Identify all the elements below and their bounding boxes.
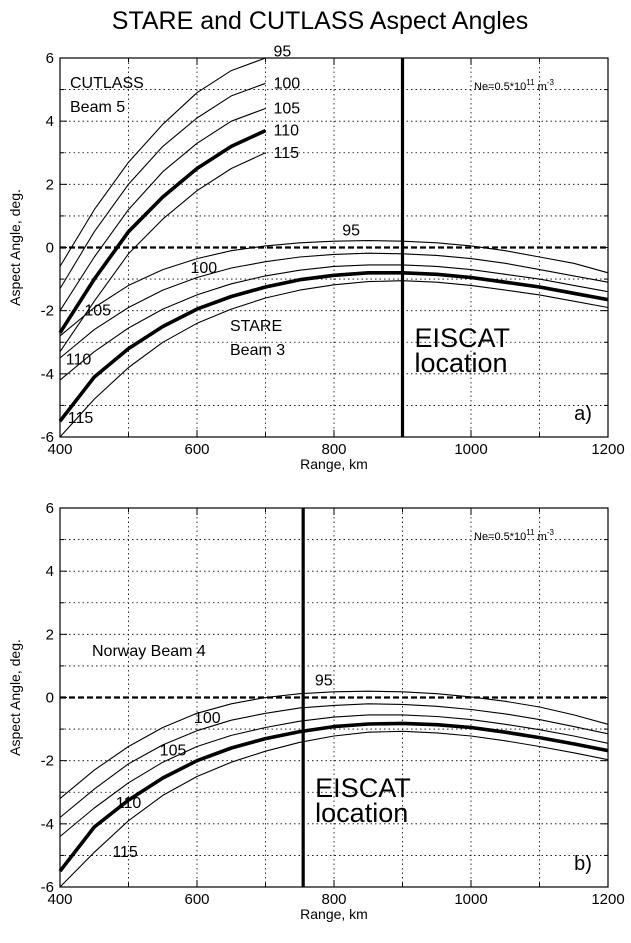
panel-label: a) [574, 403, 592, 425]
panel-label: b) [574, 853, 592, 875]
series-line-stare-100 [59, 252, 609, 359]
series-line-cutlass-95 [59, 57, 266, 267]
series-label: 95 [315, 673, 333, 690]
x-axis-label: Range, km [300, 456, 368, 472]
x-axis-label: Range, km [300, 906, 368, 922]
y-tick-label: 2 [46, 626, 54, 643]
density-annotation: Ne=0.5*1011 m-3 [474, 528, 555, 543]
series-line-stare-95 [59, 240, 609, 337]
series-label: 110 [66, 352, 92, 369]
eiscat-label: location [415, 348, 508, 378]
series-line-110 [58, 721, 609, 873]
series-group [58, 690, 609, 888]
series-line-stare-110 [58, 271, 609, 423]
x-tick-label: 600 [184, 891, 209, 908]
x-tick-label: 800 [321, 891, 346, 908]
y-tick-label: -2 [41, 303, 54, 320]
y-tick-label: 6 [46, 500, 54, 517]
y-tick-label: 0 [46, 240, 54, 257]
axis-ticks [59, 57, 609, 438]
x-tick-label: 1200 [591, 441, 624, 458]
y-tick-label: 4 [46, 113, 54, 130]
figure-title: STARE and CUTLASS Aspect Angles [112, 7, 528, 35]
y-tick-label: 2 [46, 176, 54, 193]
series-label: 95 [342, 223, 360, 240]
series-line-95 [59, 690, 609, 800]
series-line-cutlass-110 [58, 128, 267, 334]
panel-b: 95 100 105 110 115 400 600 800 1000 1200 -6 -4 -2 0 2 4… [7, 500, 625, 922]
stare-beam-label: STARE [230, 318, 282, 335]
y-tick-label: -6 [41, 879, 54, 896]
y-tick-label: -4 [41, 816, 54, 833]
y-tick-label: 4 [46, 563, 54, 580]
x-tick-label: 600 [184, 441, 209, 458]
eiscat-label: EISCAT [415, 323, 511, 353]
series-group [58, 57, 609, 438]
series-label: 110 [274, 123, 300, 140]
x-tick-label: 400 [47, 891, 72, 908]
series-label: 105 [160, 743, 187, 760]
y-tick-label: -2 [41, 753, 54, 770]
series-line-cutlass-100 [59, 82, 266, 289]
series-label: 115 [274, 145, 300, 162]
series-line-cutlass-105 [59, 107, 266, 311]
y-axis-label: Aspect Angle, deg. [7, 189, 23, 306]
y-tick-label: -4 [41, 366, 54, 383]
stare-beam-label: Beam 3 [230, 342, 285, 359]
series-line-100 [59, 703, 609, 818]
x-tick-label: 1200 [591, 891, 624, 908]
axis-ticks [59, 507, 609, 888]
y-tick-label: 0 [46, 690, 54, 707]
series-line-stare-115 [59, 280, 609, 438]
series-line-105 [59, 714, 609, 837]
series-label: 100 [274, 75, 301, 92]
x-tick-label: 400 [47, 441, 72, 458]
norway-beam-label: Norway Beam 4 [92, 643, 206, 660]
y-tick-label: 6 [46, 50, 54, 67]
series-label: 100 [190, 260, 217, 277]
series-label: 105 [84, 303, 111, 320]
x-tick-label: 800 [321, 441, 346, 458]
eiscat-label: EISCAT [315, 773, 411, 803]
y-axis-label: Aspect Angle, deg. [7, 639, 23, 756]
series-label: 110 [116, 795, 142, 812]
x-tick-label: 1000 [454, 891, 487, 908]
series-line-cutlass-115 [59, 152, 266, 353]
eiscat-label: location [315, 798, 408, 828]
series-label: 95 [274, 44, 292, 61]
series-label: 115 [112, 844, 138, 861]
series-line-stare-105 [59, 264, 609, 381]
series-label: 105 [274, 101, 301, 118]
series-line-115 [59, 730, 609, 888]
density-annotation: Ne=0.5*1011 m-3 [474, 78, 555, 93]
series-label: 100 [194, 710, 221, 727]
cutlass-beam-label: CUTLASS [70, 75, 144, 92]
y-tick-label: -6 [41, 429, 54, 446]
series-label: 115 [68, 410, 94, 427]
x-tick-label: 1000 [454, 441, 487, 458]
cutlass-beam-label: Beam 5 [70, 99, 125, 116]
panel-a: 95 100 105 110 115 95 100 105 110 115 400 600 800 100… [7, 44, 625, 472]
